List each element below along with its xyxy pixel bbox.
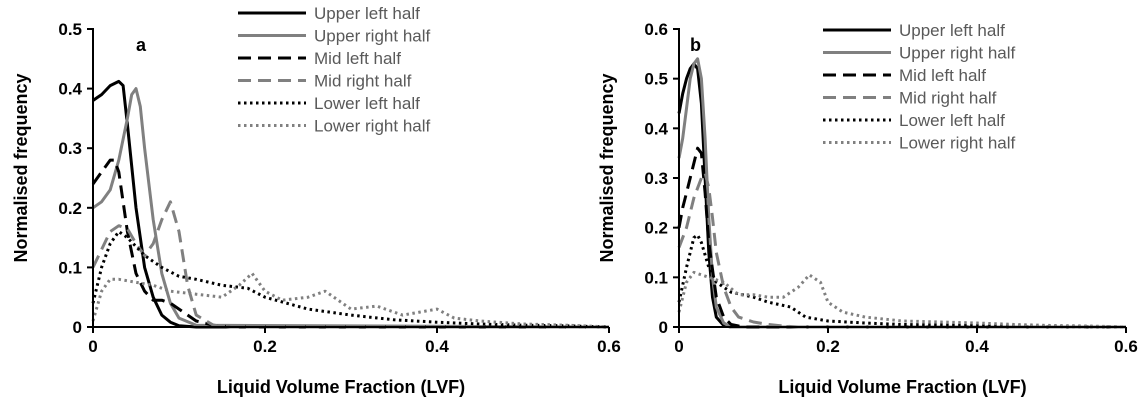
chart-b-series-upper-left-half <box>677 62 1126 329</box>
chart-a-y-tick-label: 0.5 <box>58 20 82 39</box>
chart-a-series-upper-right-half <box>92 87 610 329</box>
chart-a-x-axis-title: Liquid Volume Fraction (LVF) <box>217 377 465 397</box>
chart-b-series-upper-right-half <box>677 57 1126 329</box>
chart-a-legend-label-mid-right-half: Mid right half <box>314 72 412 91</box>
chart-panel-b: 0 0.1 0.2 0.3 0.4 0.5 0.6 0 0.2 0.4 0.6 Liquid Volu… <box>597 20 1138 397</box>
chart-b-y-tick-label: 0 <box>659 318 668 337</box>
chart-b-series-mid-right-half <box>677 171 1126 329</box>
chart-b-y-tick-label: 0.4 <box>644 119 668 138</box>
chart-a-series-lower-right-half <box>91 271 610 329</box>
chart-a-legend-label-upper-right-half: Upper right half <box>314 27 431 46</box>
chart-a-y-tick-label: 0 <box>73 318 82 337</box>
chart-b-y-axis-title: Normalised frequency <box>597 73 617 262</box>
chart-b-legend-label-upper-right-half: Upper right half <box>899 44 1016 63</box>
chart-b-x-tick-label: 0.2 <box>816 337 840 356</box>
chart-a-x-tick-label: 0.2 <box>253 337 277 356</box>
chart-a-x-tick-label: 0.6 <box>597 337 621 356</box>
chart-a-y-tick-label: 0.3 <box>58 139 82 158</box>
chart-b-y-tick-label: 0.3 <box>644 169 668 188</box>
chart-a-x-tick-label: 0 <box>88 337 97 356</box>
chart-a-legend-label-lower-right-half: Lower right half <box>314 117 431 136</box>
chart-b-y-tick-label: 0.2 <box>644 219 668 238</box>
chart-b-x-tick-label: 0.4 <box>965 337 989 356</box>
chart-b-panel-label: b <box>690 35 701 55</box>
chart-a-series-mid-right-half <box>91 200 609 329</box>
chart-b-series-mid-left-half <box>677 146 1126 329</box>
chart-b-x-tick-label: 0.6 <box>1114 337 1138 356</box>
chart-a-legend-label-mid-left-half: Mid left half <box>314 49 401 68</box>
chart-a-series-upper-left-half <box>92 79 609 329</box>
chart-b-legend-label-mid-left-half: Mid left half <box>899 66 986 85</box>
chart-b-y-tick-label: 0.6 <box>644 20 668 39</box>
chart-b-y-tick-label: 0.5 <box>644 70 668 89</box>
chart-b-series-lower-right-half <box>677 270 1127 329</box>
chart-b-y-tick-label: 0.1 <box>644 268 668 287</box>
chart-a-legend-label-lower-left-half: Lower left half <box>314 94 420 113</box>
chart-a-series-mid-left-half <box>91 158 609 329</box>
chart-a-y-tick-label: 0.1 <box>58 258 82 277</box>
chart-b-series-lower-left-half <box>677 233 1127 329</box>
chart-b-legend-label-lower-right-half: Lower right half <box>899 134 1016 153</box>
chart-a-y-tick-label: 0.4 <box>58 80 82 99</box>
chart-a-y-tick-label: 0.2 <box>58 199 82 218</box>
chart-a-series-lower-left-half <box>91 230 610 329</box>
chart-a-legend-label-upper-left-half: Upper left half <box>314 4 420 23</box>
chart-b-x-tick-label: 0 <box>674 337 683 356</box>
chart-b-legend-label-mid-right-half: Mid right half <box>899 89 997 108</box>
chart-panel-a: 0 0.1 0.2 0.3 0.4 0.5 0 0.2 0.4 0.6 Liquid Volume … <box>11 4 621 397</box>
chart-a-panel-label: a <box>136 35 147 55</box>
chart-a-x-tick-label: 0.4 <box>425 337 449 356</box>
chart-b-legend-label-lower-left-half: Lower left half <box>899 111 1005 130</box>
chart-b-legend-label-upper-left-half: Upper left half <box>899 21 1005 40</box>
chart-a-y-axis-title: Normalised frequency <box>11 73 31 262</box>
chart-b-x-axis-title: Liquid Volume Fraction (LVF) <box>778 377 1026 397</box>
